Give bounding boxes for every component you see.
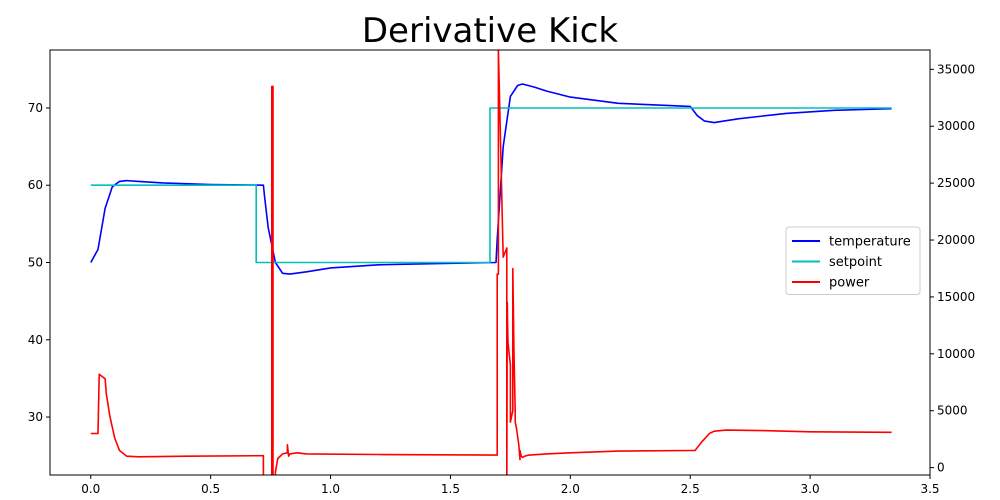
y2-tick-label: 20000 [937, 233, 975, 247]
x-tick-label: 0.5 [201, 482, 220, 496]
x-tick-label: 2.5 [681, 482, 700, 496]
x-tick-label: 1.5 [441, 482, 460, 496]
legend-box [785, 226, 921, 295]
legend-label-power: power [829, 276, 870, 291]
y-tick-label: 40 [28, 333, 43, 347]
legend-label-setpoint: setpoint [829, 255, 882, 270]
x-tick-label: 3.5 [920, 482, 939, 496]
y2-tick-label: 15000 [937, 290, 975, 304]
y2-tick-label: 5000 [937, 404, 968, 418]
x-tick-label: 1.0 [321, 482, 340, 496]
y2-tick-label: 35000 [937, 62, 975, 76]
y-tick-label: 60 [28, 178, 43, 192]
y-axis-right: 0 5000 10000 15000 20000 25000 30000 35000 [930, 62, 975, 475]
legend: temperature setpoint power [785, 226, 921, 295]
y-tick-label: 50 [28, 256, 43, 270]
y-axis-left: 30 40 50 60 70 [28, 101, 50, 424]
y2-tick-label: 25000 [937, 176, 975, 190]
x-tick-label: 2.0 [561, 482, 580, 496]
legend-label-temperature: temperature [829, 235, 911, 250]
x-axis: 0.0 0.5 1.0 1.5 2.0 2.5 3.0 3.5 [81, 475, 940, 496]
y2-tick-label: 10000 [937, 347, 975, 361]
y-tick-label: 70 [28, 101, 43, 115]
series-line-setpoint [90, 107, 892, 264]
x-tick-label: 3.0 [801, 482, 820, 496]
chart-title: Derivative Kick [362, 11, 619, 51]
y2-tick-label: 30000 [937, 119, 975, 133]
series-layer [90, 50, 892, 475]
x-tick-label: 0.0 [81, 482, 100, 496]
series-line-power [90, 50, 892, 475]
y-tick-label: 30 [28, 410, 43, 424]
y2-tick-label: 0 [937, 461, 945, 475]
